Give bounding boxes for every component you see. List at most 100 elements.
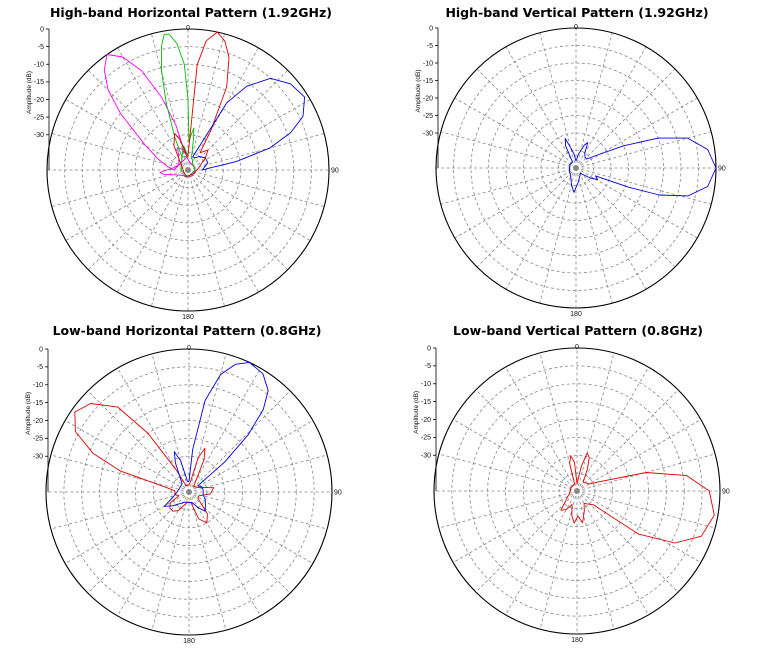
grid-spoke [87, 390, 190, 493]
radial-tick-label: -30 [423, 130, 433, 137]
grid-spoke [575, 32, 613, 169]
y-axis-label: Amplitude (dB) [26, 71, 33, 114]
grid-spoke [575, 46, 647, 169]
y-axis-label: Amplitude (dB) [415, 70, 422, 113]
radial-tick-label: -30 [33, 454, 43, 461]
grid-spoke [575, 97, 698, 169]
grid-spoke [188, 491, 227, 631]
grid-ring [505, 97, 647, 239]
grid-spoke [51, 133, 189, 171]
radial-tick-label: -25 [421, 435, 431, 442]
angle-label-180: 180 [570, 311, 582, 318]
grid-spoke [51, 169, 189, 207]
grid-spoke [438, 490, 578, 529]
grid-spoke [187, 70, 288, 171]
grid-spoke [475, 490, 578, 593]
radial-tick-label: 0 [429, 25, 433, 32]
grid-spoke [475, 389, 578, 492]
grid-spoke [505, 167, 577, 290]
grid-spoke [64, 420, 190, 493]
grid-spoke [188, 390, 291, 493]
grid-spoke [88, 169, 189, 270]
angle-label-0: 0 [186, 25, 190, 32]
grid-spoke [576, 419, 702, 492]
grid-spoke [454, 97, 577, 169]
angle-label-0: 0 [575, 344, 579, 351]
grid-spoke [187, 169, 259, 293]
grid-spoke [539, 490, 578, 630]
pattern-trace-1 [74, 403, 215, 524]
grid-spoke [539, 167, 577, 304]
angle-label-180: 180 [571, 637, 583, 644]
radial-tick-label: -15 [423, 78, 433, 85]
grid-spoke [188, 491, 291, 594]
grid-spoke [151, 353, 190, 493]
grid-ring [63, 366, 315, 618]
grid-spoke [65, 99, 189, 171]
radial-tick-label: -15 [34, 79, 44, 86]
chart-title: High-band Horizontal Pattern (1.92GHz) [50, 5, 332, 20]
grid-spoke [187, 33, 225, 171]
pattern-trace-2 [163, 361, 269, 512]
grid-spoke [440, 131, 577, 169]
grid-spoke [151, 33, 189, 171]
pattern-trace-4 [192, 77, 306, 171]
outer-circle [46, 28, 330, 312]
grid-spoke [452, 490, 578, 563]
grid-spoke [476, 167, 577, 268]
grid-spoke [187, 169, 311, 241]
polar-chart-4: Low-band Vertical Pattern (0.8GHz) 0 -5 -10… [413, 323, 730, 644]
angle-label-90: 90 [718, 166, 726, 173]
grid-spoke [117, 47, 189, 171]
grid-spoke [187, 169, 225, 307]
grid-spoke [454, 167, 577, 239]
radial-tick-label: -10 [421, 381, 431, 388]
grid-spoke [188, 367, 261, 493]
grid-spoke [575, 167, 647, 290]
grid-ring [488, 80, 664, 256]
outer-circle [45, 348, 333, 636]
grid-spoke [575, 68, 676, 169]
chart-title: Low-band Horizontal Pattern (0.8GHz) [53, 323, 322, 338]
grid-spoke [476, 68, 577, 169]
radial-tick-label: -5 [38, 44, 44, 51]
grid-spoke [64, 491, 190, 564]
outer-circle [433, 347, 721, 635]
radial-tick-label: -30 [34, 132, 44, 139]
pattern-trace-1 [560, 452, 715, 544]
y-axis-label: Amplitude (dB) [25, 392, 32, 435]
grid-spoke [576, 490, 679, 593]
radial-tick-label: -10 [34, 62, 44, 69]
grid-spoke [576, 490, 702, 563]
radial-tick-label: 0 [39, 346, 43, 353]
grid-spoke [576, 490, 649, 616]
grid-spoke [576, 389, 679, 492]
radial-tick-label: -20 [421, 417, 431, 424]
grid-spoke [505, 46, 577, 169]
radial-tick-label: -15 [33, 400, 43, 407]
grid-spoke [50, 491, 190, 530]
grid-spoke [188, 420, 314, 493]
grid-spoke [187, 99, 311, 171]
radial-tick-label: 0 [427, 345, 431, 352]
grid-spoke [187, 169, 325, 207]
grid-spoke [575, 131, 712, 169]
grid-spoke [188, 491, 261, 617]
radial-tick-label: -20 [34, 97, 44, 104]
pattern-trace-1 [564, 137, 717, 197]
grid-ring [134, 437, 244, 547]
grid-spoke [505, 490, 578, 616]
polar-chart-2: High-band Vertical Pattern (1.92GHz) 0 -5 -… [415, 5, 726, 318]
radial-tick-label: -10 [33, 382, 43, 389]
angle-label-90: 90 [331, 168, 339, 175]
grid-spoke [151, 169, 189, 307]
grid-spoke [188, 454, 328, 493]
grid-spoke [65, 169, 189, 241]
grid-spoke [187, 133, 325, 171]
radial-tick-label: -25 [423, 113, 433, 120]
grid-spoke [87, 491, 190, 594]
y-axis-label: Amplitude (dB) [413, 391, 420, 434]
radial-tick-label: -20 [423, 95, 433, 102]
grid-spoke [575, 167, 676, 268]
